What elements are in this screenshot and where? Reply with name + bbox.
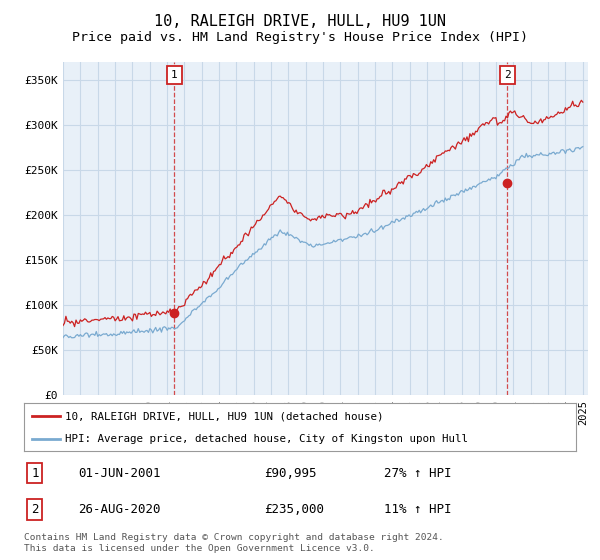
Text: 11% ↑ HPI: 11% ↑ HPI <box>384 503 452 516</box>
Text: Contains HM Land Registry data © Crown copyright and database right 2024.
This d: Contains HM Land Registry data © Crown c… <box>24 533 444 553</box>
Text: 1: 1 <box>171 70 178 80</box>
Text: 2: 2 <box>31 503 38 516</box>
Text: Price paid vs. HM Land Registry's House Price Index (HPI): Price paid vs. HM Land Registry's House … <box>72 31 528 44</box>
Text: 2: 2 <box>504 70 511 80</box>
Text: 27% ↑ HPI: 27% ↑ HPI <box>384 466 452 480</box>
Text: £235,000: £235,000 <box>264 503 324 516</box>
Text: HPI: Average price, detached house, City of Kingston upon Hull: HPI: Average price, detached house, City… <box>65 434 469 444</box>
Text: £90,995: £90,995 <box>264 466 317 480</box>
Text: 26-AUG-2020: 26-AUG-2020 <box>78 503 161 516</box>
Text: 01-JUN-2001: 01-JUN-2001 <box>78 466 161 480</box>
Text: 1: 1 <box>31 466 38 480</box>
Text: 10, RALEIGH DRIVE, HULL, HU9 1UN: 10, RALEIGH DRIVE, HULL, HU9 1UN <box>154 14 446 29</box>
Text: 10, RALEIGH DRIVE, HULL, HU9 1UN (detached house): 10, RALEIGH DRIVE, HULL, HU9 1UN (detach… <box>65 411 384 421</box>
